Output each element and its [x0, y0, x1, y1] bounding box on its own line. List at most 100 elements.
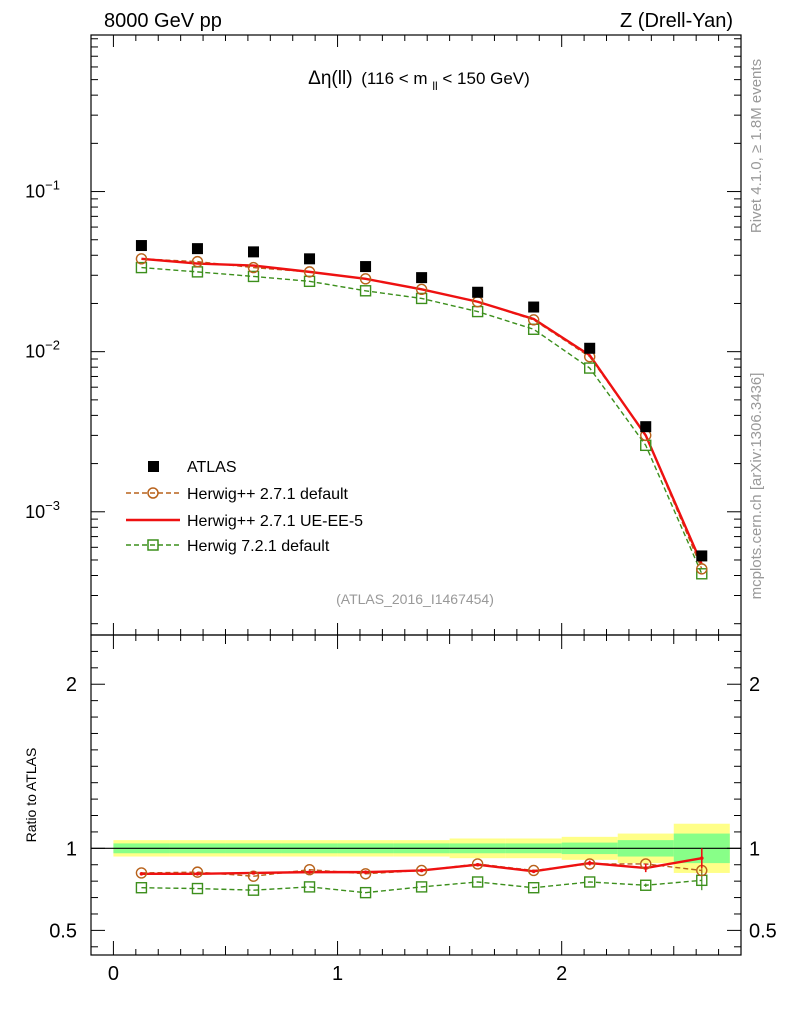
legend-h271-ue: Herwig++ 2.7.1 UE-EE-5	[126, 513, 363, 530]
legend-h271-ue-label: Herwig++ 2.7.1 UE-EE-5	[187, 513, 363, 530]
atlas-data-point	[640, 421, 652, 433]
legend: ATLAS Herwig++ 2.7.1 default Herwig++ 2.…	[126, 459, 363, 555]
atlas-data-point	[696, 550, 708, 562]
ratio-h721-default-point	[415, 881, 428, 893]
ratio-h721-default-point	[584, 876, 596, 888]
atlas-data-point	[528, 301, 540, 313]
upper-y-tick-label: 10−2	[25, 338, 60, 362]
ratio-h721-default-line	[141, 879, 702, 894]
h271-default-point	[359, 273, 372, 285]
ratio-h271-ue-point	[363, 870, 368, 874]
title-range-sub: ll	[432, 79, 437, 93]
atlas-data-point	[360, 261, 372, 273]
main-title: Δη(ll) (116 < m ll < 150 GeV)	[308, 68, 530, 94]
upper-panel: 10−110−210−3 Δη(ll) (116 < m ll < 150 Ge…	[25, 34, 742, 636]
ratio-y-tick-labels: 2 2 1 1 0.5 0.5	[49, 674, 777, 942]
upper-y-tick-base: 10	[25, 182, 45, 202]
svg-text:Δη(ll) (116 < m: Δη(ll) (116 < m ll < 150 GeV)	[308, 68, 530, 94]
ratio-h271-ue-point	[251, 871, 256, 875]
atlas-data-point	[135, 240, 147, 252]
ratio-y-tick-label-right: 0.5	[749, 920, 777, 942]
legend-h271-default-marker	[147, 487, 159, 499]
upper-y-tick-label: 10−3	[25, 498, 60, 522]
h721-default-point	[696, 568, 708, 580]
x-tick-labels: 0 1 2	[108, 963, 567, 985]
ratio-frame	[90, 634, 742, 956]
ratio-panel: 2 2 1 1 0.5 0.5 Ratio to ATLAS 0 1 2	[23, 634, 777, 985]
ratio-h271-ue-point	[195, 871, 200, 876]
h721-default-point	[527, 323, 540, 335]
upper-ticks	[90, 35, 742, 635]
ratio-h271-default-point	[359, 868, 372, 880]
h721-default-point	[359, 285, 372, 297]
ratio-series	[135, 848, 708, 899]
ratio-h721-default-point	[247, 884, 260, 896]
rivet-label: Rivet 4.1.0, ≥ 1.8M events	[748, 59, 765, 233]
ratio-h271-default-point	[584, 858, 596, 870]
ratio-h721-default-point	[640, 879, 652, 891]
analysis-id: (ATLAS_2016_I1467454)	[336, 591, 494, 607]
ratio-y-tick-label-right: 2	[749, 674, 760, 696]
ratio-h271-ue-point	[531, 869, 536, 874]
ratio-h271-default-point	[303, 863, 316, 876]
legend-h271-default-label: Herwig++ 2.7.1 default	[187, 486, 349, 503]
ratio-y-tick-label-left: 1	[66, 838, 77, 860]
atlas-data-point	[416, 272, 428, 284]
legend-h721-default-label: Herwig 7.2.1 default	[187, 538, 330, 555]
atlas-data-point	[304, 253, 316, 265]
ratio-h271-ue-point	[307, 870, 312, 874]
h271-default-point	[191, 255, 204, 268]
h721-default-point	[415, 292, 428, 305]
h271-default-point	[415, 283, 428, 296]
legend-atlas-marker	[148, 461, 159, 472]
h721-default-point	[135, 261, 148, 274]
ratio-h271-default-point	[471, 858, 484, 870]
h271-default-point	[303, 266, 316, 278]
source-label: mcplots.cern.ch [arXiv:1306.3436]	[748, 373, 765, 600]
ratio-y-tick-label-left: 0.5	[49, 920, 77, 942]
upper-y-tick-labels: 10−110−210−3	[25, 178, 60, 522]
legend-atlas: ATLAS	[148, 459, 237, 476]
title-variable: Δη(ll)	[308, 68, 352, 89]
header-right: Z (Drell-Yan)	[620, 10, 733, 32]
upper-y-tick-label: 10−1	[25, 178, 60, 202]
ratio-h721-default-point	[191, 882, 204, 895]
title-range-post: < 150 GeV)	[442, 69, 529, 88]
legend-h721-default-marker	[147, 539, 159, 551]
ratio-h271-ue-point	[587, 861, 592, 865]
x-tick-label: 0	[108, 963, 119, 985]
ratio-h271-default-point	[191, 866, 204, 878]
upper-y-tick-exponent: −2	[45, 338, 60, 353]
ratio-y-tick-label-left: 2	[66, 674, 77, 696]
ratio-h271-ue-point	[139, 871, 144, 876]
h721-default-point	[584, 362, 596, 374]
ratio-h271-ue-point	[643, 866, 648, 870]
atlas-data-point	[584, 342, 596, 354]
ratio-h271-ue-point	[419, 868, 424, 873]
atlas-data-point	[191, 243, 203, 255]
ratio-h271-ue-point	[475, 862, 480, 867]
ratio-h721-default-point	[359, 886, 372, 899]
series-h721-default-line	[141, 266, 703, 575]
h721-default-point	[247, 270, 260, 283]
h271-default-point	[527, 314, 540, 326]
upper-y-tick-base: 10	[25, 342, 45, 362]
ratio-y-tick-label-right: 1	[749, 838, 760, 860]
x-tick-label: 2	[556, 963, 567, 985]
h271-default-point	[247, 261, 260, 274]
ratio-h721-default-point	[303, 881, 316, 893]
ratio-h271-default-point	[135, 867, 148, 879]
ratio-h271-ue-point	[699, 856, 704, 860]
atlas-data-point	[472, 286, 484, 298]
legend-h721-default: Herwig 7.2.1 default	[126, 538, 330, 555]
ratio-h721-default-point	[135, 882, 148, 894]
header-left: 8000 GeV pp	[104, 10, 222, 32]
upper-y-tick-exponent: −3	[45, 498, 60, 513]
h271-default-point	[696, 563, 708, 575]
upper-y-tick-base: 10	[25, 502, 45, 522]
ratio-h721-default-point	[527, 882, 540, 894]
legend-h271-default: Herwig++ 2.7.1 default	[126, 486, 349, 503]
ratio-h721-default-point	[471, 876, 484, 888]
h271-default-point	[135, 253, 148, 265]
